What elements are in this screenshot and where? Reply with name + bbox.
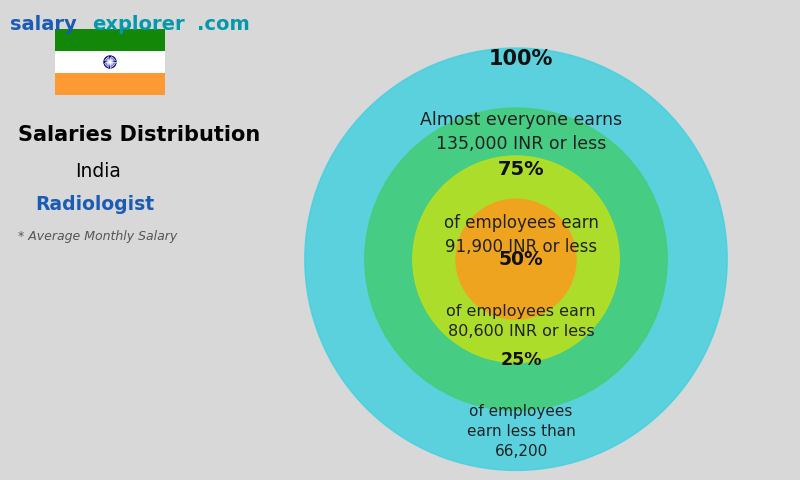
Text: 100%: 100% xyxy=(489,49,553,69)
Text: of employees earn
91,900 INR or less: of employees earn 91,900 INR or less xyxy=(443,214,598,256)
Text: explorer: explorer xyxy=(92,15,185,34)
Bar xyxy=(55,51,165,73)
Text: Almost everyone earns
135,000 INR or less: Almost everyone earns 135,000 INR or les… xyxy=(420,111,622,153)
Text: salary: salary xyxy=(10,15,77,34)
Circle shape xyxy=(456,199,576,319)
Text: 75%: 75% xyxy=(498,160,544,179)
Text: 25%: 25% xyxy=(500,351,542,369)
Text: of employees earn
80,600 INR or less: of employees earn 80,600 INR or less xyxy=(446,304,596,339)
Text: of employees
earn less than
66,200: of employees earn less than 66,200 xyxy=(466,404,575,459)
Circle shape xyxy=(413,156,619,362)
Bar xyxy=(55,29,165,51)
Text: Radiologist: Radiologist xyxy=(35,195,154,214)
Text: Salaries Distribution: Salaries Distribution xyxy=(18,125,260,145)
Text: .com: .com xyxy=(197,15,250,34)
Circle shape xyxy=(104,56,116,68)
Bar xyxy=(55,73,165,95)
Text: * Average Monthly Salary: * Average Monthly Salary xyxy=(18,230,178,243)
Text: 50%: 50% xyxy=(498,250,543,269)
Circle shape xyxy=(305,48,727,470)
Circle shape xyxy=(365,108,667,410)
Text: India: India xyxy=(75,162,121,181)
